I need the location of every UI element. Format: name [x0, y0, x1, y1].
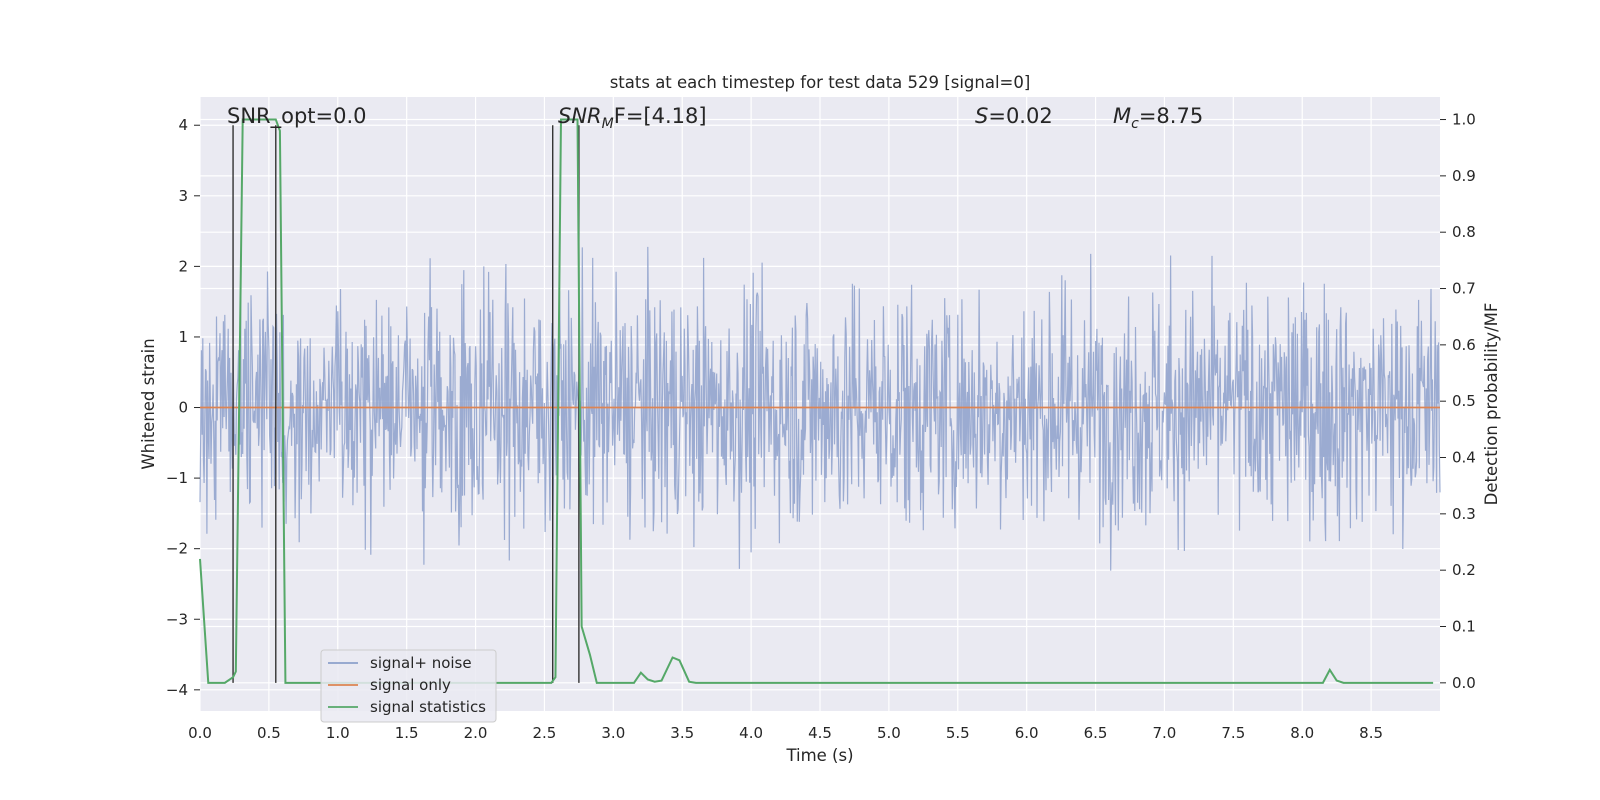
y-right-tick-label-2: 0.2 [1452, 561, 1476, 579]
x-tick-label-10: 5.0 [877, 724, 901, 742]
x-tick-label-13: 6.5 [1084, 724, 1108, 742]
x-tick-label-5: 2.5 [533, 724, 557, 742]
annotation-snr-mf-rest: F=[4.18] [614, 104, 707, 128]
signal-statistics-line [199, 118, 1434, 684]
legend-label-signal-noise: signal+ noise [370, 654, 472, 672]
x-tick-label-14: 7.0 [1153, 724, 1177, 742]
annotation-snr-opt: SNR_opt=0.0 [227, 104, 367, 129]
annotation-s: S=0.02 [975, 104, 1053, 128]
annotation-snr-mf-base: SNR [558, 104, 602, 128]
legend-label-signal-only: signal only [370, 676, 451, 694]
legend-label-signal-statistics: signal statistics [370, 698, 486, 716]
annotation-mc-sub: c [1131, 116, 1139, 132]
y-left-tick-label-3: −1 [166, 469, 188, 487]
x-tick-label-11: 5.5 [946, 724, 970, 742]
y-left-tick-label-8: 4 [178, 116, 188, 134]
annotation-mc-base: M [1113, 104, 1131, 128]
annotation-snr-mf: SNRMF=[4.18] [558, 104, 707, 132]
x-tick-label-3: 1.5 [395, 724, 419, 742]
x-tick-label-16: 8.0 [1290, 724, 1314, 742]
x-axis-label: Time (s) [785, 746, 853, 765]
y-right-tick-label-0: 0.0 [1452, 674, 1476, 692]
x-tick-label-1: 0.5 [257, 724, 281, 742]
signal-noise-line [199, 246, 1441, 571]
y-right-tick-label-9: 0.9 [1452, 167, 1476, 185]
y-left-tick-labels: −4 −3 −2 −1 0 1 2 3 4 [166, 116, 200, 699]
y-left-tick-label-2: −2 [166, 540, 188, 558]
y-right-tick-label-4: 0.4 [1452, 449, 1476, 467]
y-right-tick-label-7: 0.7 [1452, 280, 1476, 298]
y-axis-left-label: Whitened strain [139, 338, 158, 469]
annotation-snr-mf-sub: M [602, 116, 614, 132]
annotation-snr-mf-f: F=[4.18] [614, 104, 707, 128]
y-left-tick-label-4: 0 [178, 399, 188, 417]
x-tick-label-7: 3.5 [670, 724, 694, 742]
y-left-tick-label-5: 1 [178, 328, 188, 346]
y-right-tick-label-6: 0.6 [1452, 336, 1476, 354]
x-tick-label-8: 4.0 [739, 724, 763, 742]
legend: signal+ noise signal only signal statist… [320, 649, 497, 723]
y-left-tick-label-0: −4 [166, 681, 188, 699]
y-left-tick-label-6: 2 [178, 257, 188, 275]
annotation-mc-value: =8.75 [1139, 104, 1203, 128]
signal-noise-series [199, 246, 1441, 571]
y-left-tick-label-1: −3 [166, 610, 188, 628]
y-right-tick-label-8: 0.8 [1452, 223, 1476, 241]
x-tick-label-12: 6.0 [1015, 724, 1039, 742]
legend-frame [320, 649, 497, 723]
x-tick-label-4: 2.0 [464, 724, 488, 742]
x-tick-label-9: 4.5 [808, 724, 832, 742]
x-tick-label-2: 1.0 [326, 724, 350, 742]
y-right-tick-label-1: 0.1 [1452, 618, 1476, 636]
x-tick-label-6: 3.0 [601, 724, 625, 742]
y-axis-right-label: Detection probability/MF [1482, 303, 1501, 506]
annotation-mc: Mc=8.75 [1113, 104, 1203, 132]
y-right-tick-label-5: 0.5 [1452, 392, 1476, 410]
signal-statistics-series [199, 118, 1434, 684]
chart-title: stats at each timestep for test data 529… [610, 73, 1031, 92]
x-tick-labels: 0.0 0.5 1.0 1.5 2.0 2.5 3.0 3.5 4.0 4.5 5.0 5.5 6.0 6… [188, 724, 1383, 742]
x-tick-label-15: 7.5 [1221, 724, 1245, 742]
x-tick-label-0: 0.0 [188, 724, 212, 742]
annotation-s-italic: S [975, 104, 988, 128]
y-right-tick-label-3: 0.3 [1452, 505, 1476, 523]
y-left-tick-label-7: 3 [178, 187, 188, 205]
annotation-s-value: =0.02 [988, 104, 1052, 128]
y-right-tick-label-10: 1.0 [1452, 111, 1476, 129]
x-tick-label-17: 8.5 [1359, 724, 1383, 742]
y-right-tick-labels: 0.0 0.1 0.2 0.3 0.4 0.5 0.6 0.7 0.8 0.9 1.0 [1440, 111, 1476, 692]
